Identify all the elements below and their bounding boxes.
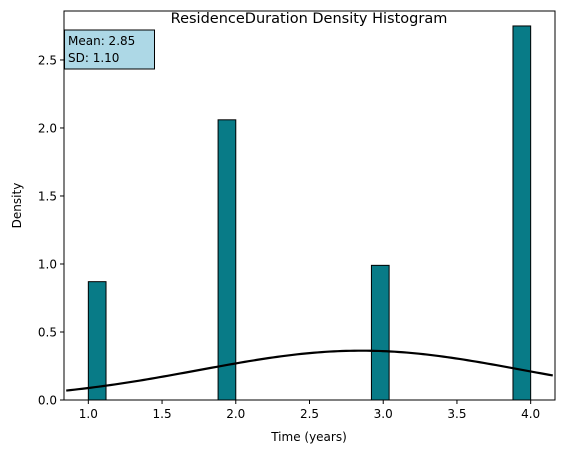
y-axis-label: Density <box>10 183 24 229</box>
x-tick-label: 2.0 <box>226 407 245 421</box>
stats-mean: Mean: 2.85 <box>68 34 135 48</box>
x-tick-label: 4.0 <box>521 407 540 421</box>
x-axis-ticks: 1.0 1.5 2.0 2.5 3.0 3.5 4.0 <box>79 400 540 421</box>
y-axis-ticks: 0.0 0.5 1.0 1.5 2.0 2.5 <box>38 53 64 408</box>
x-tick-label: 3.0 <box>374 407 393 421</box>
y-tick-label: 1.5 <box>38 189 57 203</box>
stats-box-background <box>64 29 155 70</box>
stats-sd: SD: 1.10 <box>68 51 119 65</box>
x-axis-label: Time (years) <box>270 430 347 444</box>
y-tick-label: 2.5 <box>38 53 57 67</box>
stats-box: Mean: 2.85 SD: 1.10 <box>64 29 155 70</box>
bars-group <box>87 25 532 401</box>
x-tick-label: 3.5 <box>447 407 466 421</box>
histogram-bar-3 <box>370 264 390 401</box>
y-tick-label: 0.5 <box>38 325 57 339</box>
y-tick-label: 2.0 <box>38 121 57 135</box>
x-tick-label: 2.5 <box>300 407 319 421</box>
normal-density-curve <box>66 349 553 392</box>
y-tick-label: 1.0 <box>38 257 57 271</box>
x-tick-label: 1.0 <box>79 407 98 421</box>
chart-title: ResidenceDuration Density Histogram <box>171 11 448 27</box>
x-tick-label: 1.5 <box>153 407 172 421</box>
histogram-bar-2 <box>217 119 237 401</box>
histogram-bar-1 <box>87 281 107 401</box>
histogram-bar-4 <box>512 25 532 401</box>
y-tick-label: 0.0 <box>38 394 57 408</box>
